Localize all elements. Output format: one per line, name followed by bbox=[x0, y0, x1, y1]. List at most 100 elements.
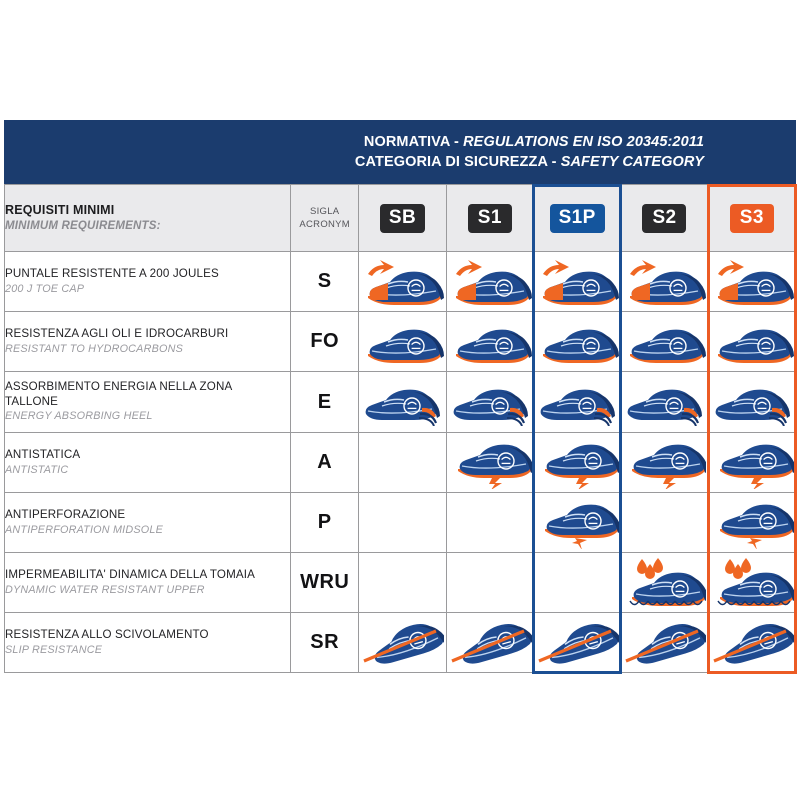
category-header-s2[interactable]: S2 bbox=[620, 184, 709, 252]
row-acronym-cell: SR bbox=[290, 612, 360, 673]
row-acronym-cell: S bbox=[290, 251, 360, 312]
cell-s-s1 bbox=[445, 251, 534, 312]
row-label-en: ANTIPERFORATION MIDSOLE bbox=[5, 523, 163, 536]
shoe-slipresistance-icon bbox=[535, 623, 620, 664]
shoe-toecap-icon bbox=[535, 259, 620, 305]
row-requirement-cell: ANTIPERFORAZIONE ANTIPERFORATION MIDSOLE bbox=[3, 492, 292, 553]
category-header-s1[interactable]: S1 bbox=[445, 184, 534, 252]
cell-s-s3 bbox=[707, 251, 797, 312]
row-acronym-cell: A bbox=[290, 432, 360, 493]
requirements-header-cell: REQUISITI MINIMI MINIMUM REQUIREMENTS: bbox=[3, 184, 292, 252]
standards-table: NORMATIVA - REGULATIONS EN ISO 20345:201… bbox=[3, 120, 797, 674]
cell-p-s1 bbox=[445, 492, 534, 553]
matrix-header-row: REQUISITI MINIMI MINIMUM REQUIREMENTS: S… bbox=[3, 184, 797, 252]
category-badge-s1p[interactable]: S1P bbox=[549, 203, 605, 233]
category-header-s3[interactable]: S3 bbox=[707, 184, 797, 252]
row-requirement-cell: RESISTENZA ALLO SCIVOLAMENTO SLIP RESIST… bbox=[3, 612, 292, 673]
category-badge-s3[interactable]: S3 bbox=[729, 203, 774, 233]
title-category-it: CATEGORIA DI SICUREZZA - bbox=[354, 154, 561, 170]
cell-e-s2 bbox=[620, 371, 709, 433]
cell-a-s3 bbox=[707, 432, 797, 493]
row-acronym-cell: E bbox=[290, 371, 360, 433]
shoe-slipresistance-icon bbox=[448, 623, 532, 664]
row-label-it-line1: ASSORBIMENTO ENERGIA NELLA ZONA bbox=[5, 380, 233, 394]
row-requirement-cell: RESISTENZA AGLI OLI E IDROCARBURI RESIST… bbox=[3, 311, 292, 372]
cell-wru-s3 bbox=[707, 552, 797, 613]
row-label-en: ENERGY ABSORBING HEEL bbox=[5, 410, 153, 423]
shoe-toecap-icon bbox=[360, 259, 445, 305]
row-requirement-cell: ASSORBIMENTO ENERGIA NELLA ZONA TALLONE … bbox=[3, 371, 292, 433]
acronym-label-en: ACRONYM bbox=[299, 219, 351, 230]
cell-a-sb bbox=[358, 432, 447, 493]
cell-wru-sb bbox=[358, 552, 447, 613]
title-regulations-it: NORMATIVA - bbox=[363, 134, 464, 150]
category-header-s1p[interactable]: S1P bbox=[532, 184, 622, 252]
row-label-it: RESISTENZA ALLO SCIVOLAMENTO bbox=[5, 628, 209, 641]
shoe-toecap-icon bbox=[710, 259, 794, 305]
row-requirement-cell: PUNTALE RESISTENTE A 200 JOULES 200 J TO… bbox=[3, 251, 292, 312]
cell-wru-s1 bbox=[445, 552, 534, 613]
shoe-antistatic-icon bbox=[622, 444, 707, 489]
row-label-it: RESISTENZA AGLI OLI E IDROCARBURI bbox=[5, 327, 229, 340]
shoe-antistatic-icon bbox=[448, 444, 532, 489]
cell-e-s1p bbox=[532, 371, 622, 433]
cell-sr-s1p bbox=[532, 612, 622, 673]
requirements-label-en: MINIMUM REQUIREMENTS: bbox=[5, 220, 161, 232]
shoe-slipresistance-icon bbox=[710, 623, 794, 664]
matrix-row: PUNTALE RESISTENTE A 200 JOULES 200 J TO… bbox=[3, 251, 797, 312]
shoe-oilresistant-icon bbox=[622, 329, 707, 363]
row-acronym-cell: FO bbox=[290, 311, 360, 372]
cell-p-s2 bbox=[620, 492, 709, 553]
category-badge-s1[interactable]: S1 bbox=[467, 203, 512, 233]
shoe-heelenergy-icon bbox=[535, 389, 619, 426]
cell-p-s1p bbox=[532, 492, 622, 553]
cell-e-sb bbox=[358, 371, 447, 433]
row-label-it-line2: TALLONE bbox=[5, 394, 59, 408]
cell-fo-s1 bbox=[445, 311, 534, 372]
cell-wru-s2 bbox=[620, 552, 709, 613]
row-label-it: PUNTALE RESISTENTE A 200 JOULES bbox=[5, 267, 219, 280]
matrix-row: RESISTENZA AGLI OLI E IDROCARBURI RESIST… bbox=[3, 311, 797, 372]
title-regulations-en: REGULATIONS EN ISO 20345:2011 bbox=[463, 134, 704, 150]
acronym-header-cell: SIGLA ACRONYM bbox=[290, 184, 360, 252]
shoe-antiperforation-icon bbox=[535, 504, 620, 549]
cell-fo-sb bbox=[358, 311, 447, 372]
row-requirement-cell: IMPERMEABILITA' DINAMICA DELLA TOMAIA DY… bbox=[3, 552, 292, 613]
cell-s-sb bbox=[358, 251, 447, 312]
cell-sr-s2 bbox=[620, 612, 709, 673]
row-label-en: SLIP RESISTANCE bbox=[5, 643, 103, 656]
cell-s-s2 bbox=[620, 251, 709, 312]
matrix-row: RESISTENZA ALLO SCIVOLAMENTO SLIP RESIST… bbox=[3, 612, 797, 673]
cell-sr-s1 bbox=[445, 612, 534, 673]
category-badge-s2[interactable]: S2 bbox=[642, 203, 687, 233]
shoe-waterresistant-icon bbox=[710, 557, 794, 606]
cell-sr-sb bbox=[358, 612, 447, 673]
cell-s-s1p bbox=[532, 251, 622, 312]
shoe-antiperforation-icon bbox=[710, 504, 794, 549]
category-header-sb[interactable]: SB bbox=[358, 184, 447, 252]
row-label-en: DYNAMIC WATER RESISTANT UPPER bbox=[5, 583, 205, 596]
title-line-category: CATEGORIA DI SICUREZZA - SAFETY CATEGORY bbox=[355, 152, 704, 172]
cell-a-s2 bbox=[620, 432, 709, 493]
shoe-antistatic-icon bbox=[710, 444, 794, 489]
matrix-row: ASSORBIMENTO ENERGIA NELLA ZONA TALLONE … bbox=[3, 371, 797, 433]
matrix-row: ANTIPERFORAZIONE ANTIPERFORATION MIDSOLE… bbox=[3, 492, 797, 553]
shoe-toecap-icon bbox=[622, 259, 707, 305]
row-requirement-cell: ANTISTATICA ANTISTATIC bbox=[3, 432, 292, 493]
matrix-row: IMPERMEABILITA' DINAMICA DELLA TOMAIA DY… bbox=[3, 552, 797, 613]
row-acronym-cell: WRU bbox=[290, 552, 360, 613]
shoe-oilresistant-icon bbox=[535, 329, 620, 363]
shoe-slipresistance-icon bbox=[622, 623, 707, 664]
shoe-heelenergy-icon bbox=[710, 389, 794, 426]
matrix-row: ANTISTATICA ANTISTATIC A bbox=[3, 432, 797, 493]
cell-fo-s1p bbox=[532, 311, 622, 372]
shoe-oilresistant-icon bbox=[710, 329, 794, 363]
row-label-en: RESISTANT TO HYDROCARBONS bbox=[5, 342, 183, 355]
shoe-waterresistant-icon bbox=[622, 557, 707, 606]
shoe-toecap-icon bbox=[448, 259, 532, 305]
table-title-band: NORMATIVA - REGULATIONS EN ISO 20345:201… bbox=[4, 120, 796, 184]
shoe-antistatic-icon bbox=[535, 444, 620, 489]
category-badge-sb[interactable]: SB bbox=[379, 203, 426, 233]
shoe-heelenergy-icon bbox=[448, 389, 532, 426]
